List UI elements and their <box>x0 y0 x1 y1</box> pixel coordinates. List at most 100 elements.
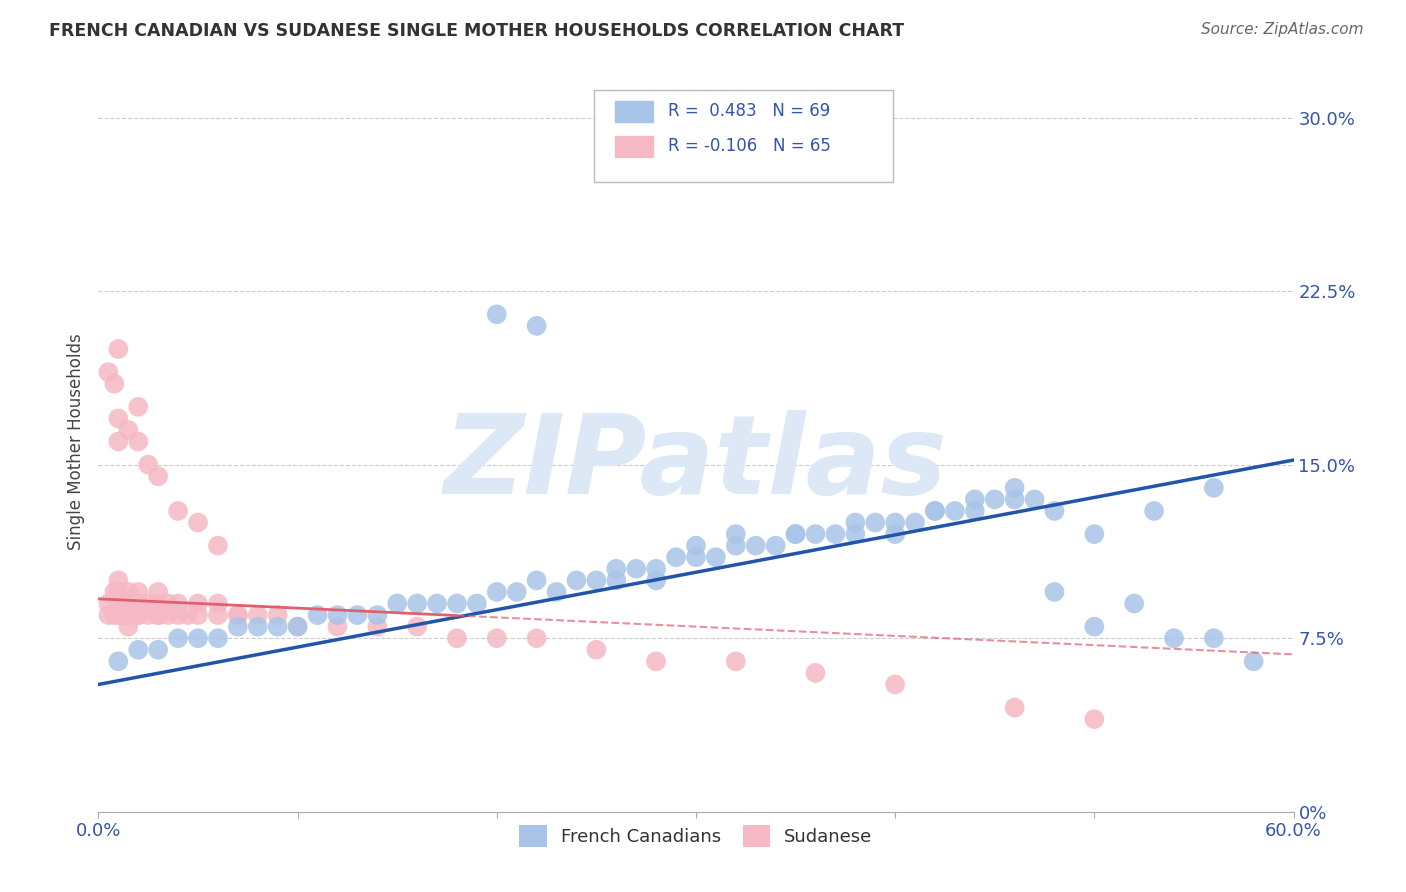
Point <box>724 539 747 553</box>
Point <box>127 585 149 599</box>
Point <box>167 608 190 623</box>
Point <box>187 516 209 530</box>
Point <box>117 608 139 623</box>
Point <box>148 469 170 483</box>
Point <box>526 318 548 333</box>
Point <box>207 539 229 553</box>
Point <box>148 642 170 657</box>
Point <box>884 516 907 530</box>
Point <box>645 654 668 668</box>
Point <box>117 608 139 623</box>
Point <box>148 608 170 623</box>
Point <box>107 597 129 611</box>
Point <box>485 307 508 321</box>
Point <box>884 527 907 541</box>
Point <box>326 608 349 623</box>
Point <box>865 516 887 530</box>
Point <box>226 608 249 623</box>
Point <box>1043 585 1066 599</box>
Point <box>1004 492 1026 507</box>
Point <box>136 597 159 611</box>
Point <box>546 585 568 599</box>
Point <box>724 654 747 668</box>
Point <box>1202 631 1225 645</box>
Point <box>465 597 488 611</box>
Point <box>1083 527 1105 541</box>
Point <box>246 619 269 633</box>
Text: FRENCH CANADIAN VS SUDANESE SINGLE MOTHER HOUSEHOLDS CORRELATION CHART: FRENCH CANADIAN VS SUDANESE SINGLE MOTHE… <box>49 22 904 40</box>
Text: R =  0.483   N = 69: R = 0.483 N = 69 <box>668 103 831 120</box>
Point <box>167 631 190 645</box>
Point <box>1163 631 1185 645</box>
Point <box>103 608 125 623</box>
Point <box>207 608 229 623</box>
Point <box>326 619 349 633</box>
Point <box>605 562 627 576</box>
Point <box>963 492 986 507</box>
Point <box>127 608 149 623</box>
Point <box>1083 712 1105 726</box>
Point <box>226 608 249 623</box>
Point <box>97 597 120 611</box>
Point <box>904 516 927 530</box>
Point <box>765 539 787 553</box>
Point <box>585 642 607 657</box>
Point <box>111 608 134 623</box>
Point <box>117 597 139 611</box>
Point <box>1043 504 1066 518</box>
Y-axis label: Single Mother Households: Single Mother Households <box>66 334 84 549</box>
Point <box>824 527 846 541</box>
Point <box>136 458 159 472</box>
Point <box>103 585 125 599</box>
Point <box>167 504 190 518</box>
Bar <box>614 101 652 121</box>
Point <box>1024 492 1046 507</box>
Point <box>385 597 409 611</box>
Point <box>366 619 388 633</box>
Point <box>485 585 508 599</box>
Point <box>267 608 290 623</box>
Point <box>366 608 388 623</box>
Point <box>117 585 139 599</box>
Point <box>107 654 129 668</box>
Point <box>406 619 429 633</box>
Point <box>685 539 707 553</box>
Point <box>1004 700 1026 714</box>
Point <box>804 665 827 680</box>
Point <box>97 365 120 379</box>
Point <box>446 631 468 645</box>
Point <box>148 608 170 623</box>
Point <box>207 631 229 645</box>
Point <box>187 608 209 623</box>
Point <box>426 597 449 611</box>
Point <box>785 527 807 541</box>
Point <box>943 504 966 518</box>
Point <box>446 597 468 611</box>
Point <box>157 597 180 611</box>
Point <box>924 504 946 518</box>
Point <box>645 562 668 576</box>
Point <box>287 619 309 633</box>
Point <box>884 677 907 691</box>
Point <box>1243 654 1265 668</box>
Point <box>127 642 149 657</box>
Point <box>526 574 548 588</box>
Point <box>785 527 807 541</box>
Point <box>406 597 429 611</box>
Point <box>984 492 1007 507</box>
Point <box>506 585 529 599</box>
Point <box>485 631 508 645</box>
Point <box>526 631 548 645</box>
Bar <box>614 136 652 156</box>
Point <box>685 550 707 565</box>
Point <box>1202 481 1225 495</box>
Point <box>127 400 149 414</box>
Text: R = -0.106   N = 65: R = -0.106 N = 65 <box>668 137 831 155</box>
Point <box>167 597 190 611</box>
Point <box>177 608 200 623</box>
Point <box>963 504 986 518</box>
Point <box>1083 619 1105 633</box>
Text: ZIPatlas: ZIPatlas <box>444 410 948 517</box>
Point <box>107 585 129 599</box>
Point <box>307 608 329 623</box>
